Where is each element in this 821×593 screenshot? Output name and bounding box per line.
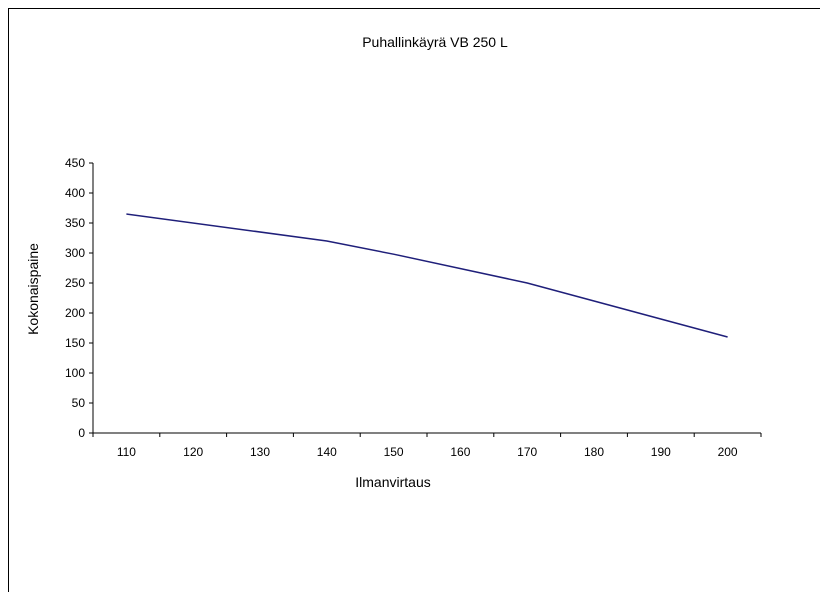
y-tick-label: 200 (65, 306, 85, 320)
y-tick-label: 350 (65, 216, 85, 230)
y-tick-label: 450 (65, 156, 85, 170)
y-tick-label: 250 (65, 276, 85, 290)
y-tick-label: 300 (65, 246, 85, 260)
x-tick-label: 180 (584, 445, 604, 459)
y-axis-ticks: 0 50 100 150 200 250 300 350 400 450 (65, 156, 93, 440)
series-group (126, 213, 728, 338)
x-tick-label: 130 (250, 445, 270, 459)
x-tick-label: 120 (183, 445, 203, 459)
x-tick-label: 110 (117, 445, 136, 459)
y-axis-title: Kokonaispaine (25, 243, 41, 335)
chart-frame (8, 8, 820, 592)
chart-title: Puhallinkäyrä VB 250 L (362, 34, 508, 50)
y-tick-label: 0 (78, 426, 85, 440)
series-line (126, 213, 728, 338)
x-tick-label: 150 (384, 445, 404, 459)
x-tick-label: 170 (517, 445, 537, 459)
y-tick-label: 50 (72, 396, 86, 410)
y-tick-label: 400 (65, 186, 85, 200)
x-tick-label: 140 (317, 445, 337, 459)
x-axis-title: Ilmanvirtaus (355, 474, 430, 490)
x-tick-label: 160 (450, 445, 470, 459)
x-tick-label: 190 (651, 445, 671, 459)
y-tick-label: 100 (65, 366, 85, 380)
x-axis-ticks: 110 120 130 140 150 160 170 180 190 200 (92, 433, 762, 459)
y-tick-label: 150 (65, 336, 85, 350)
x-tick-label: 200 (718, 445, 738, 459)
